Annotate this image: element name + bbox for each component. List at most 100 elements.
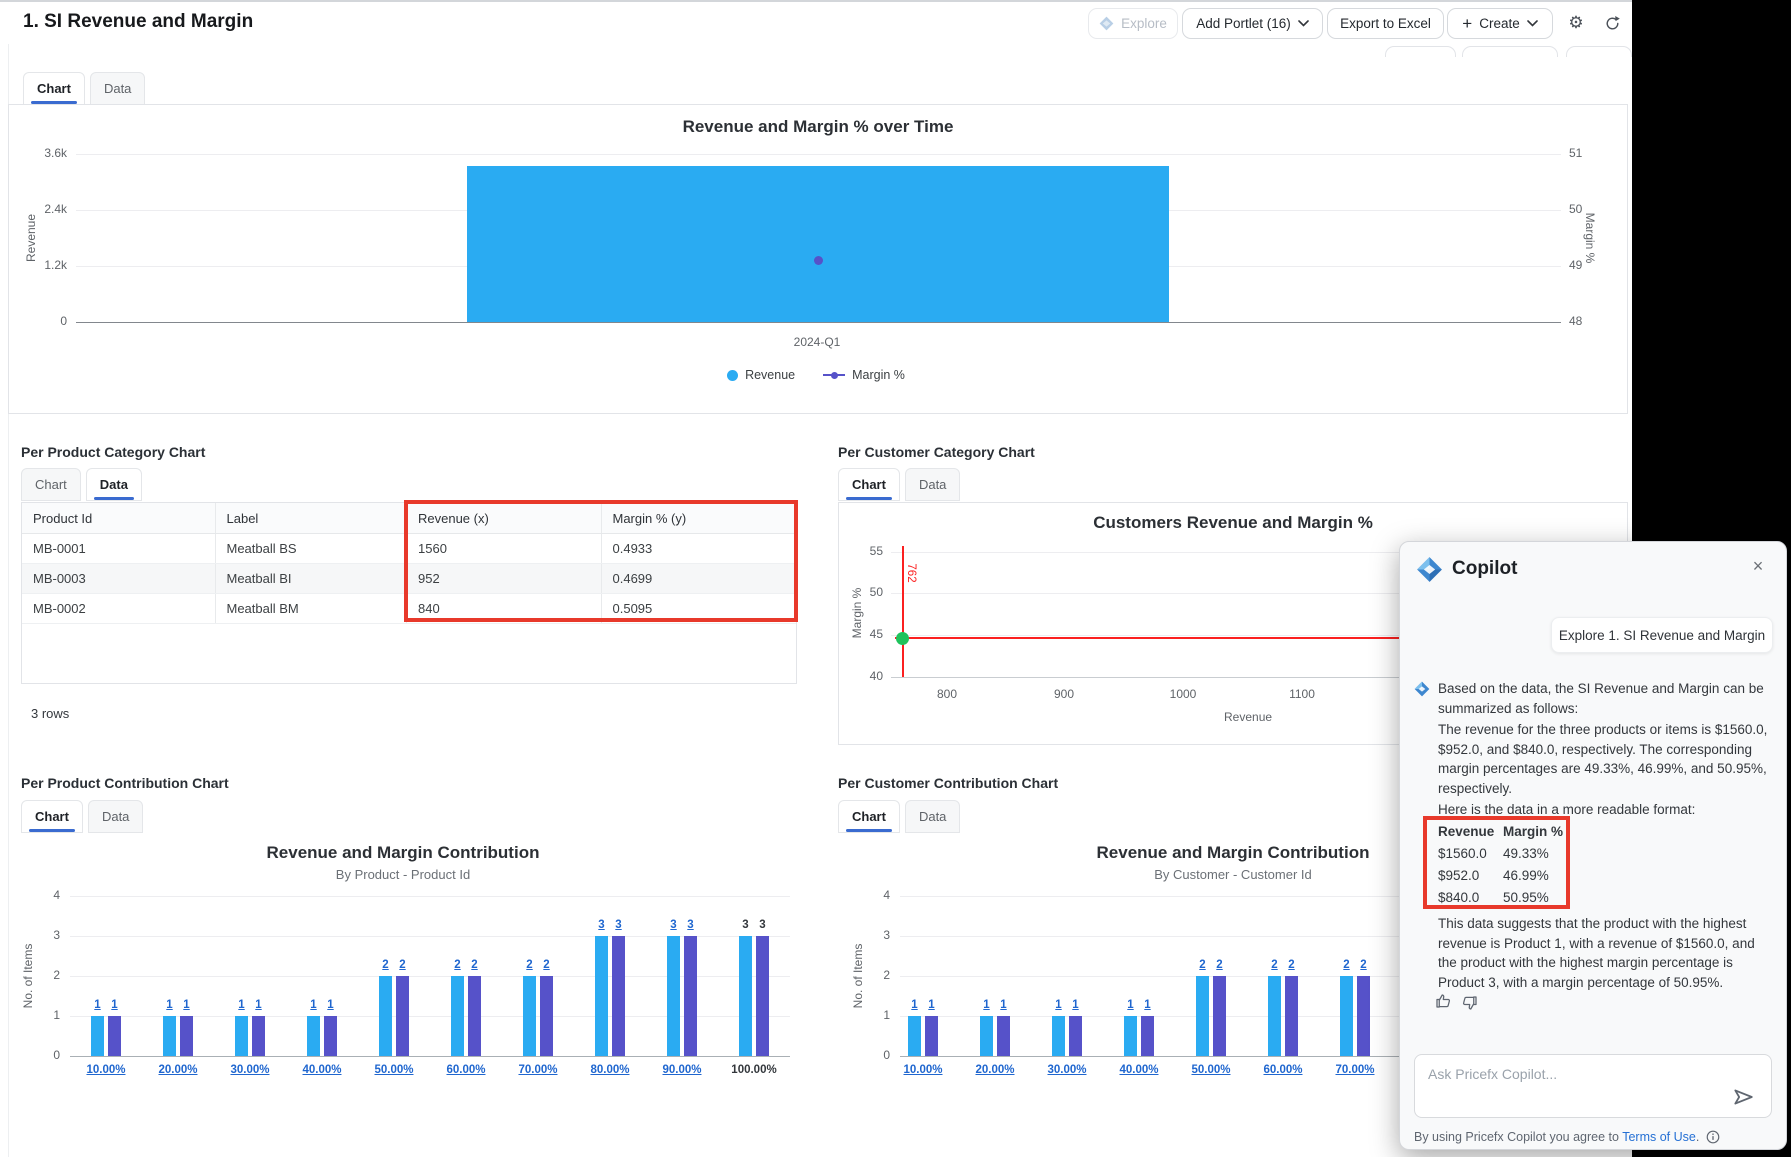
x-axis-category-label[interactable]: 30.00% <box>218 1064 282 1076</box>
x-axis-category-label[interactable]: 50.00% <box>362 1064 426 1076</box>
product-contribution-tab-chart[interactable]: Chart <box>21 800 83 833</box>
column-header-3[interactable]: Revenue (x) <box>407 503 602 533</box>
table-cell: 0.4699 <box>602 564 797 593</box>
x-axis-category-label[interactable]: 90.00% <box>650 1064 714 1076</box>
margin-bar <box>468 976 481 1056</box>
margin-bar <box>1069 1016 1082 1056</box>
bar-value-label[interactable]: 1 <box>1061 999 1091 1011</box>
x-axis-category-label[interactable]: 10.00% <box>74 1064 138 1076</box>
product-contribution-tab-data[interactable]: Data <box>88 800 143 833</box>
revenue-bar <box>163 1016 176 1056</box>
y-axis-tick: 3 <box>868 928 890 942</box>
revenue-bar <box>595 936 608 1056</box>
x-axis-category-label[interactable]: 30.00% <box>1035 1064 1099 1076</box>
create-button[interactable]: + Create <box>1447 8 1553 39</box>
y-axis-tick: 2 <box>868 968 890 982</box>
margin-point <box>814 256 823 265</box>
bar-value-label[interactable]: 1 <box>1133 999 1163 1011</box>
dashboard-app: 1. SI Revenue and Margin Explore Add Por… <box>0 0 1791 1157</box>
copilot-table-row: $840.050.95% <box>1438 886 1578 908</box>
product-category-tab-data[interactable]: Data <box>86 468 142 501</box>
y-axis-tick: 3.6k <box>19 146 67 160</box>
table-row[interactable]: MB-0002Meatball BM8400.5095 <box>22 594 796 624</box>
x-axis-category-label[interactable]: 60.00% <box>434 1064 498 1076</box>
thumbs-up-icon[interactable] <box>1434 992 1454 1012</box>
column-header-2[interactable]: Label <box>216 503 408 533</box>
send-icon[interactable] <box>1732 1086 1756 1110</box>
customer-category-tab-chart[interactable]: Chart <box>838 468 900 501</box>
thumbs-down-icon[interactable] <box>1461 994 1481 1014</box>
clipped-button-outline <box>1385 46 1456 57</box>
bar-value-label[interactable]: 1 <box>917 999 947 1011</box>
bar-value-label[interactable]: 2 <box>388 959 418 971</box>
x-axis-category-label[interactable]: 70.00% <box>506 1064 570 1076</box>
bar-value-label[interactable]: 1 <box>316 999 346 1011</box>
margin-bar <box>1141 1016 1154 1056</box>
window-top-edge <box>0 0 1632 2</box>
bar-value-label[interactable]: 3 <box>676 919 706 931</box>
x-axis-category-label[interactable]: 20.00% <box>963 1064 1027 1076</box>
x-axis-category-label[interactable]: 20.00% <box>146 1064 210 1076</box>
margin-bar <box>997 1016 1010 1056</box>
right-axis-tick: 48 <box>1569 314 1609 328</box>
main-tab-chart[interactable]: Chart <box>23 72 85 105</box>
table-cell: 0.4933 <box>602 534 797 563</box>
copilot-suggestion-chip[interactable]: Explore 1. SI Revenue and Margin <box>1551 617 1773 653</box>
bar-value-label[interactable]: 1 <box>172 999 202 1011</box>
customer-contribution-tab-data[interactable]: Data <box>905 800 960 833</box>
x-axis-category-label[interactable]: 10.00% <box>891 1064 955 1076</box>
gridline <box>70 976 790 977</box>
x-axis-category-label[interactable]: 40.00% <box>290 1064 354 1076</box>
per-product-contribution-heading: Per Product Contribution Chart <box>21 775 229 791</box>
add-portlet-button[interactable]: Add Portlet (16) <box>1182 8 1323 39</box>
main-tab-data[interactable]: Data <box>90 72 145 105</box>
margin-bar <box>684 936 697 1056</box>
terms-of-use-link[interactable]: Terms of Use <box>1622 1130 1696 1144</box>
legend-item-revenue[interactable]: Revenue <box>727 368 795 382</box>
x-axis-category-label[interactable]: 70.00% <box>1323 1064 1387 1076</box>
x-axis-category-label[interactable]: 40.00% <box>1107 1064 1171 1076</box>
close-icon[interactable]: × <box>1746 554 1770 578</box>
customer-category-tab-data[interactable]: Data <box>905 468 960 501</box>
copilot-title: Copilot <box>1452 558 1517 580</box>
column-header-1[interactable]: Product Id <box>22 503 216 533</box>
y-axis-tick: 3 <box>38 928 60 942</box>
main-portlet-tabs: ChartData <box>23 72 145 105</box>
bar-value-label[interactable]: 1 <box>100 999 130 1011</box>
page-title: 1. SI Revenue and Margin <box>23 11 253 33</box>
settings-gear-icon[interactable]: ⚙ <box>1565 12 1587 34</box>
revenue-bar <box>451 976 464 1056</box>
margin-bar <box>756 936 769 1056</box>
table-row[interactable]: MB-0001Meatball BS15600.4933 <box>22 534 796 564</box>
bar-value-label[interactable]: 2 <box>460 959 490 971</box>
table-cell: 840 <box>407 594 602 623</box>
bar-value-label[interactable]: 1 <box>989 999 1019 1011</box>
x-axis-category-label[interactable]: 80.00% <box>578 1064 642 1076</box>
bar-value-label[interactable]: 3 <box>604 919 634 931</box>
explore-button[interactable]: Explore <box>1088 8 1178 39</box>
product-category-tab-chart[interactable]: Chart <box>21 468 81 501</box>
bar-value-label[interactable]: 2 <box>1349 959 1379 971</box>
legend-label: Margin % <box>852 368 905 382</box>
table-row[interactable]: MB-0003Meatball BI9520.4699 <box>22 564 796 594</box>
column-header-4[interactable]: Margin % (y) <box>602 503 797 533</box>
customer-contribution-tab-chart[interactable]: Chart <box>838 800 900 833</box>
x-axis-category-label[interactable]: 50.00% <box>1179 1064 1243 1076</box>
copilot-table-row: $952.046.99% <box>1438 864 1578 886</box>
bar-value-label[interactable]: 2 <box>1205 959 1235 971</box>
bar-value-label[interactable]: 2 <box>1277 959 1307 971</box>
copilot-message-paragraph: Here is the data in a more readable form… <box>1438 800 1774 820</box>
bar-value-label[interactable]: 1 <box>244 999 274 1011</box>
revenue-bar <box>307 1016 320 1056</box>
x-axis-category-label: 100.00% <box>722 1064 786 1076</box>
row-count-label: 3 rows <box>31 706 69 721</box>
bar-value-label[interactable]: 2 <box>532 959 562 971</box>
x-axis-category-label[interactable]: 60.00% <box>1251 1064 1315 1076</box>
per-customer-contribution-heading: Per Customer Contribution Chart <box>838 775 1058 791</box>
export-to-excel-button[interactable]: Export to Excel <box>1327 8 1444 39</box>
legend-item-margin[interactable]: Margin % <box>823 368 905 382</box>
product-contribution-tabs: ChartData <box>21 800 143 833</box>
refresh-icon[interactable] <box>1601 12 1623 34</box>
info-icon[interactable] <box>1706 1130 1720 1147</box>
copilot-input[interactable] <box>1414 1054 1772 1118</box>
